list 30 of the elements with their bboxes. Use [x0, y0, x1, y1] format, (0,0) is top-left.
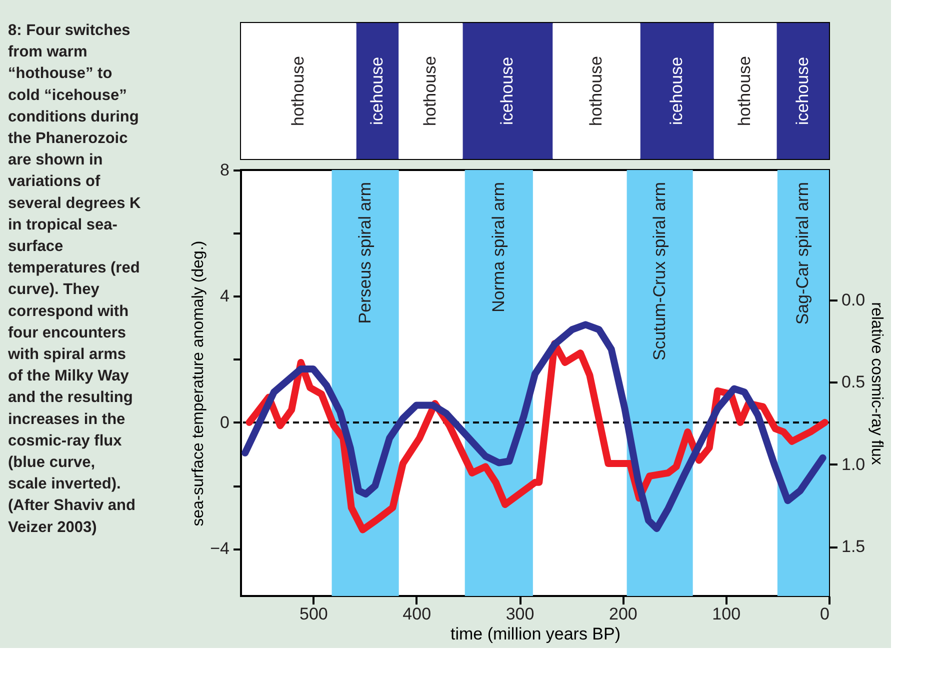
- series-label: icehouse: [792, 56, 812, 126]
- x-axis-title: time (million years BP): [450, 624, 621, 644]
- series-label: hothouse: [735, 56, 754, 126]
- y-tick-label: 8: [220, 160, 230, 180]
- series-label: icehouse: [367, 56, 386, 126]
- y-tick-label: −4: [210, 539, 230, 558]
- x-tick-label: 400: [402, 604, 432, 624]
- band-label: Norma spiral arm: [488, 182, 508, 312]
- y2-tick-label: 1.5: [842, 537, 866, 556]
- text: 8: Four switches from warm “hothouse” to cold “icehouse” conditions during the Phanerozoic are shown in variations of several degrees K in tropical sea-surface temperatures (red curve). They correspond with four encounters with spiral arms of the Milky Way and the resulting increases in the cosmic-ray flux (blue curve, scale inverted). (After Shaviv and Veizer 2003): [8, 22, 141, 536]
- y2-tick-label: 0.5: [842, 372, 866, 392]
- series-label: hothouse: [586, 56, 606, 126]
- series-label: icehouse: [498, 56, 517, 126]
- band-label: Scutum-Crux spiral arm: [650, 182, 669, 361]
- y-tick-label: 4: [220, 286, 230, 306]
- y2-axis-title: relative cosmic-ray flux: [868, 302, 886, 465]
- series-label: hothouse: [288, 56, 308, 126]
- band-label: Sag-Car spiral arm: [793, 182, 812, 325]
- series-label: icehouse: [667, 56, 686, 126]
- y2-tick-label: 1.0: [842, 454, 866, 474]
- x-tick-label: 300: [506, 604, 534, 624]
- series-label: hothouse: [420, 56, 440, 126]
- y-axis-title: sea-surface temperature anomaly (deg.): [190, 240, 208, 526]
- x-tick-label: 0: [820, 604, 830, 624]
- x-tick-label: 100: [712, 604, 741, 624]
- x-tick-label: 500: [300, 604, 328, 624]
- x-tick-label: 200: [608, 604, 638, 624]
- y2-tick-label: 0.0: [842, 290, 866, 310]
- band-label: Perseus spiral arm: [355, 182, 374, 324]
- y-tick-label: 0: [220, 412, 230, 432]
